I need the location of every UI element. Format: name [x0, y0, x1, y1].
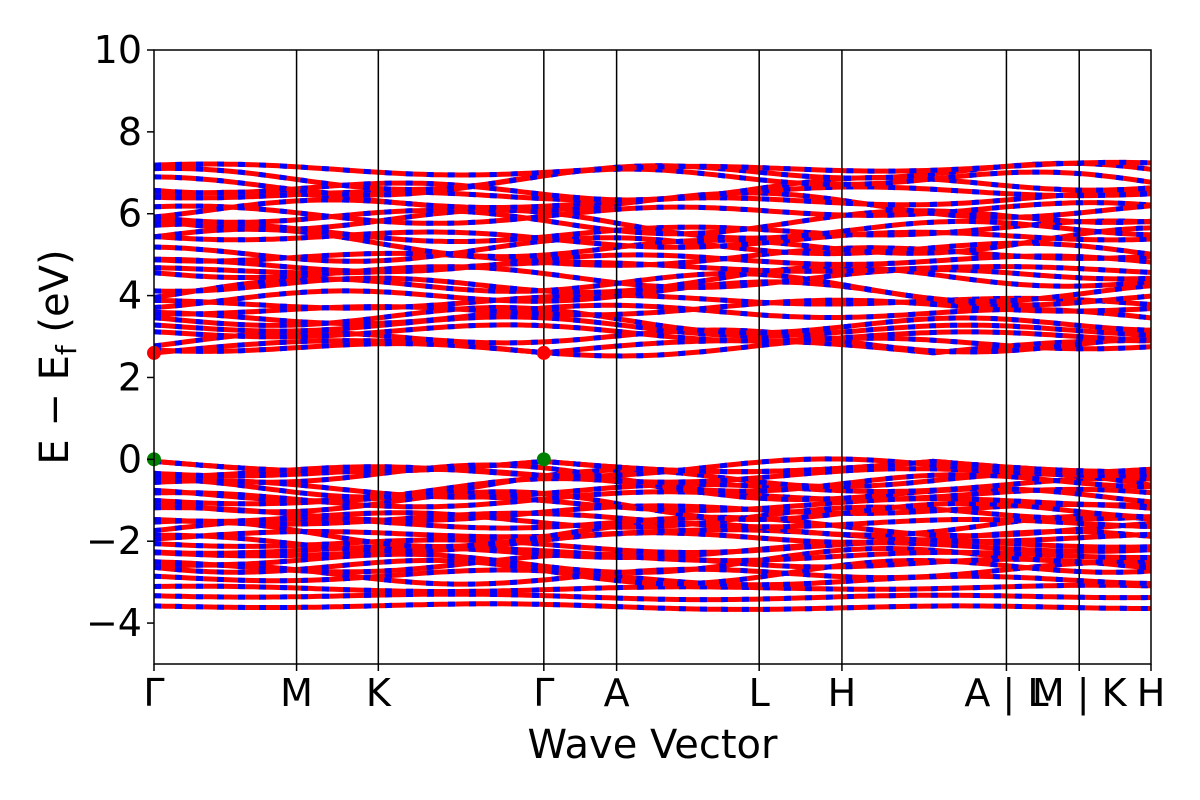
band-spin-down — [153, 175, 1152, 203]
x-tick-label: M — [280, 671, 313, 715]
x-tick-label: A — [604, 671, 630, 715]
band-spin-down — [153, 557, 1152, 587]
band-spin-down — [153, 338, 1152, 356]
x-tick-label: H — [1137, 671, 1166, 715]
band-lines — [153, 159, 1152, 612]
band-spin-down — [153, 540, 1152, 560]
band-spin-down — [153, 229, 1152, 250]
band-spin-down — [153, 322, 1152, 344]
y-tick-label: 2 — [118, 355, 142, 399]
y-tick-label: 8 — [118, 110, 142, 154]
band-spin-down — [153, 335, 1152, 359]
y-tick-label: −2 — [86, 519, 142, 563]
band-spin-down — [153, 510, 1152, 530]
band-spin-down — [153, 225, 1152, 260]
band-spin-down — [153, 456, 1152, 479]
x-tick-label: L — [749, 671, 770, 715]
y-axis-ticks: 10 8 6 4 2 0 −2 −4 — [86, 28, 154, 645]
band-spin-down — [153, 314, 1152, 339]
band-spin-down — [153, 527, 1152, 544]
band-spin-down — [153, 159, 1152, 178]
x-axis-label: Wave Vector — [528, 722, 779, 768]
band-spin-down — [153, 235, 1152, 264]
plot-frame — [153, 49, 1152, 665]
band-spin-down — [153, 513, 1152, 549]
band-spin-down — [153, 567, 1152, 588]
band-spin-down — [153, 502, 1152, 523]
band-spin-down — [153, 458, 1152, 475]
band-spin-down — [153, 601, 1151, 612]
cbm-marker — [536, 345, 551, 360]
band-spin-down — [153, 200, 1152, 226]
extrema-markers — [147, 345, 551, 467]
band-spin-down — [153, 582, 1152, 594]
band-spin-down — [154, 252, 1152, 275]
x-tick-label: M | K — [1032, 671, 1128, 716]
band-spin-down — [153, 279, 1152, 310]
x-tick-label: H — [828, 671, 857, 715]
x-tick-label: Γ — [143, 671, 164, 715]
kpoint-lines — [295, 50, 1080, 664]
band-spin-down — [153, 245, 1152, 268]
band-spin-down — [153, 591, 1152, 603]
y-tick-label: 6 — [118, 192, 142, 236]
vbm-marker — [536, 452, 551, 467]
y-axis-label-main: E − E — [32, 355, 78, 465]
band-spin-down — [153, 207, 1152, 241]
y-axis-label-unit: (eV) — [32, 249, 78, 345]
y-axis-label-sub: f — [50, 344, 83, 355]
y-tick-label: −4 — [86, 601, 142, 645]
x-tick-label: Γ — [533, 671, 554, 715]
x-tick-label: A | L — [964, 671, 1048, 716]
band-spin-down — [153, 166, 1152, 198]
y-tick-label: 0 — [118, 437, 142, 481]
y-tick-label: 10 — [94, 28, 142, 72]
y-tick-label: 4 — [118, 274, 142, 318]
y-axis-label: E − Ef (eV) — [32, 249, 83, 464]
x-tick-label: K — [366, 671, 392, 715]
